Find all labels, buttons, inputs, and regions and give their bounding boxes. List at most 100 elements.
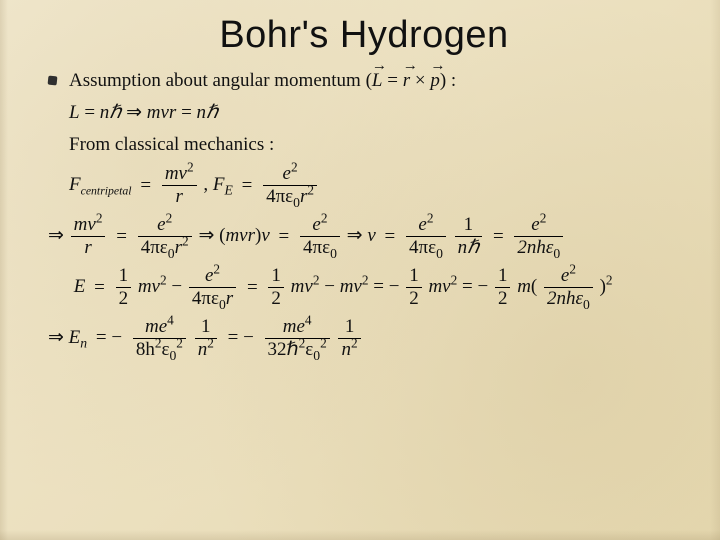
assumption-prefix: Assumption about angular momentum ( — [69, 70, 372, 91]
imp: ⇒ — [48, 225, 69, 246]
frac6: e2 2nhε0 — [514, 215, 563, 258]
e: e — [283, 163, 291, 184]
e: e — [157, 214, 165, 235]
2nheps: 2nhε — [517, 237, 553, 258]
res1: me4 8h2ε02 — [133, 317, 186, 360]
slide: Bohr's Hydrogen Assumption about angular… — [0, 0, 720, 540]
vector-L: L — [372, 69, 383, 93]
E-sub: E — [224, 183, 232, 198]
e: e — [531, 214, 539, 235]
slide-title: Bohr's Hydrogen — [48, 14, 680, 57]
e: e — [418, 214, 426, 235]
assumption-line: Assumption about angular momentum (L = r… — [48, 69, 680, 93]
bullet-icon — [48, 76, 58, 86]
mv: mv — [138, 276, 160, 297]
eq: = — [176, 102, 196, 123]
n: n — [198, 339, 208, 360]
eq: = — [80, 102, 100, 123]
frac-mv2-r: mv2 r — [162, 164, 197, 207]
forces-line: Fcentripetal = mv2 r , FE = e2 4πε0r2 — [69, 164, 680, 207]
half2: 12 — [268, 266, 284, 309]
res4: 1 n2 — [338, 317, 360, 360]
pe: e2 4πε0r — [189, 266, 236, 309]
d2: 2 — [495, 288, 511, 309]
fpe: 4πε — [303, 237, 330, 258]
vector-p: p — [430, 69, 440, 93]
mv: mv — [340, 276, 362, 297]
n: n — [341, 339, 351, 360]
half4: 12 — [495, 266, 511, 309]
implies: ⇒ — [121, 102, 146, 123]
half3: 12 — [406, 266, 422, 309]
nhbar: nℏ — [100, 102, 122, 123]
result-line: ⇒ En = − = − me4 8h2ε02 1 n2 = − me4 32ℏ… — [48, 317, 680, 360]
po: ( — [531, 276, 537, 297]
eqmh2: = − — [462, 276, 488, 297]
nhbar: nℏ — [458, 237, 480, 258]
32hbar: 32ℏ — [268, 339, 299, 360]
mv: mv — [428, 276, 450, 297]
n1: 1 — [406, 266, 422, 288]
e: e — [312, 214, 320, 235]
z: 0 — [553, 246, 560, 261]
velocity-line: ⇒ mv2 r = e2 4πε0r2 ⇒ (mvr)v = e2 4πε0 ⇒… — [48, 215, 680, 258]
classical-line: From classical mechanics : — [69, 133, 680, 157]
E: E — [69, 327, 81, 348]
mv: mv — [74, 214, 96, 235]
v: v — [261, 225, 269, 246]
res3: me4 32ℏ2ε02 — [265, 317, 330, 360]
d2: 2 — [116, 288, 132, 309]
minus: − — [324, 276, 339, 297]
r: r — [175, 237, 182, 258]
frac4: e2 4πε0 — [406, 215, 446, 258]
z: 0 — [436, 246, 443, 261]
FE: F — [213, 174, 225, 195]
z: 0 — [293, 195, 300, 210]
mvr: mvr — [147, 102, 177, 123]
sq: 2 — [606, 272, 613, 287]
me: me — [145, 316, 167, 337]
energy-line: E = 12 mv2 − e2 4πε0r = 12 mv2 − mv2 = −… — [48, 266, 680, 309]
L: L — [69, 102, 80, 123]
r: r — [84, 237, 91, 258]
r: r — [176, 186, 183, 207]
frac2: e2 4πε0r2 — [138, 215, 192, 258]
quantization-line: L = nℏ ⇒ mvr = nℏ — [69, 101, 680, 125]
minus: − — [171, 276, 186, 297]
d2: 2 — [268, 288, 284, 309]
v: v — [367, 225, 375, 246]
n1: 1 — [116, 266, 132, 288]
fpe: 4πε — [192, 288, 219, 309]
z: 0 — [330, 246, 337, 261]
slide-content: Assumption about angular momentum (L = r… — [48, 69, 680, 360]
imp3: ⇒ — [347, 225, 368, 246]
8h: 8h — [136, 339, 155, 360]
classical-text: From classical mechanics : — [69, 134, 274, 155]
E: E — [74, 276, 86, 297]
comma: , — [203, 174, 213, 195]
frac-e2-4pieps0r2: e2 4πε0r2 — [263, 164, 317, 207]
one: 1 — [455, 215, 483, 237]
vector-r: r — [403, 69, 410, 93]
fpe: 4πε — [141, 237, 168, 258]
z: 0 — [219, 297, 226, 312]
m: m — [517, 276, 531, 297]
n1: 1 — [495, 266, 511, 288]
me: me — [283, 316, 305, 337]
fourpieps: 4πε — [266, 186, 293, 207]
d2: 2 — [406, 288, 422, 309]
mv: mv — [291, 276, 313, 297]
vfrac: e2 2nhε0 — [544, 266, 593, 309]
nhbar2: nℏ — [197, 102, 219, 123]
half1: 12 — [116, 266, 132, 309]
imp2: ⇒ — [198, 225, 219, 246]
assumption-text: Assumption about angular momentum (L = r… — [69, 69, 456, 93]
n1: 1 — [268, 266, 284, 288]
frac1: mv2 r — [71, 215, 106, 258]
n: n — [80, 335, 87, 350]
mv: mv — [165, 163, 187, 184]
fpe: 4πε — [409, 237, 436, 258]
frac5: 1 nℏ — [455, 215, 483, 258]
r: r — [226, 288, 233, 309]
centripetal-sub: centripetal — [81, 185, 132, 198]
